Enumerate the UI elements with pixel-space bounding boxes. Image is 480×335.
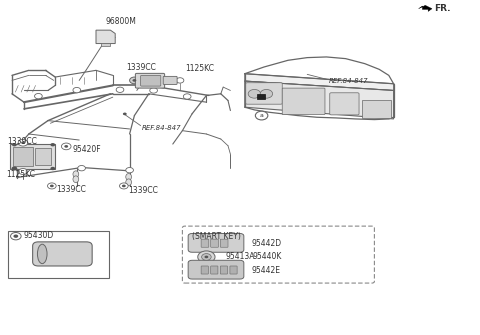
Polygon shape: [245, 81, 394, 119]
Circle shape: [248, 89, 261, 98]
Bar: [35, 148, 51, 165]
Circle shape: [183, 94, 191, 99]
Circle shape: [78, 165, 85, 171]
FancyBboxPatch shape: [246, 83, 282, 104]
Ellipse shape: [126, 179, 132, 186]
Circle shape: [35, 93, 42, 99]
Circle shape: [198, 251, 215, 263]
Text: 1339CC: 1339CC: [7, 137, 36, 146]
Circle shape: [123, 113, 127, 115]
Text: 95413A: 95413A: [225, 253, 254, 261]
Circle shape: [126, 168, 133, 173]
Circle shape: [73, 87, 81, 93]
FancyBboxPatch shape: [220, 239, 228, 247]
FancyBboxPatch shape: [201, 239, 209, 247]
Circle shape: [255, 111, 268, 120]
FancyBboxPatch shape: [201, 266, 208, 274]
FancyBboxPatch shape: [188, 233, 244, 252]
Circle shape: [132, 79, 136, 82]
Polygon shape: [245, 74, 394, 90]
Circle shape: [21, 141, 25, 144]
Text: 96800M: 96800M: [106, 17, 136, 26]
Text: 1339CC: 1339CC: [127, 63, 156, 72]
Circle shape: [50, 167, 55, 170]
Text: 1125KC: 1125KC: [6, 170, 35, 179]
Circle shape: [13, 234, 18, 238]
Bar: [101, 43, 110, 46]
Text: 95440K: 95440K: [253, 253, 282, 261]
FancyBboxPatch shape: [141, 75, 161, 86]
Circle shape: [202, 254, 211, 260]
Circle shape: [48, 183, 56, 189]
Circle shape: [50, 143, 55, 146]
Circle shape: [150, 88, 157, 93]
Text: 95442E: 95442E: [252, 266, 280, 274]
Ellipse shape: [73, 176, 79, 183]
Circle shape: [260, 89, 273, 98]
FancyBboxPatch shape: [163, 76, 177, 84]
Text: REF.84-847: REF.84-847: [142, 125, 181, 131]
Text: 1339CC: 1339CC: [57, 186, 86, 194]
FancyBboxPatch shape: [211, 239, 218, 247]
Text: REF.84-847: REF.84-847: [329, 78, 369, 84]
Bar: [8, 231, 109, 278]
Circle shape: [12, 166, 17, 171]
Circle shape: [19, 169, 27, 175]
Text: 1339CC: 1339CC: [129, 186, 158, 195]
Circle shape: [12, 143, 17, 146]
Text: a: a: [260, 113, 264, 118]
Text: 95420F: 95420F: [73, 145, 102, 153]
Bar: [257, 94, 265, 99]
Bar: [13, 147, 33, 166]
Circle shape: [122, 185, 126, 187]
Ellipse shape: [37, 244, 47, 264]
Circle shape: [11, 232, 21, 240]
Polygon shape: [96, 30, 115, 44]
Polygon shape: [419, 5, 432, 11]
FancyBboxPatch shape: [211, 266, 218, 274]
FancyBboxPatch shape: [282, 88, 325, 115]
FancyBboxPatch shape: [230, 266, 237, 274]
Bar: [362, 100, 391, 118]
Text: 1125KC: 1125KC: [185, 64, 214, 72]
Text: (SMART KEY): (SMART KEY): [192, 232, 241, 241]
FancyBboxPatch shape: [330, 93, 359, 115]
Circle shape: [18, 139, 28, 146]
Circle shape: [130, 77, 139, 84]
Text: 95430D: 95430D: [24, 231, 54, 240]
Circle shape: [204, 256, 208, 258]
Ellipse shape: [73, 171, 79, 178]
Circle shape: [50, 185, 54, 187]
Text: FR.: FR.: [434, 4, 451, 13]
Circle shape: [61, 143, 71, 150]
Circle shape: [64, 145, 68, 148]
Circle shape: [120, 183, 128, 189]
Circle shape: [116, 87, 124, 92]
Ellipse shape: [126, 174, 132, 180]
FancyBboxPatch shape: [188, 260, 244, 279]
Bar: [10, 144, 55, 169]
Circle shape: [176, 78, 184, 83]
FancyBboxPatch shape: [135, 73, 165, 88]
Text: 95442D: 95442D: [252, 239, 282, 248]
FancyBboxPatch shape: [33, 242, 92, 266]
FancyBboxPatch shape: [220, 266, 228, 274]
FancyBboxPatch shape: [182, 226, 374, 283]
